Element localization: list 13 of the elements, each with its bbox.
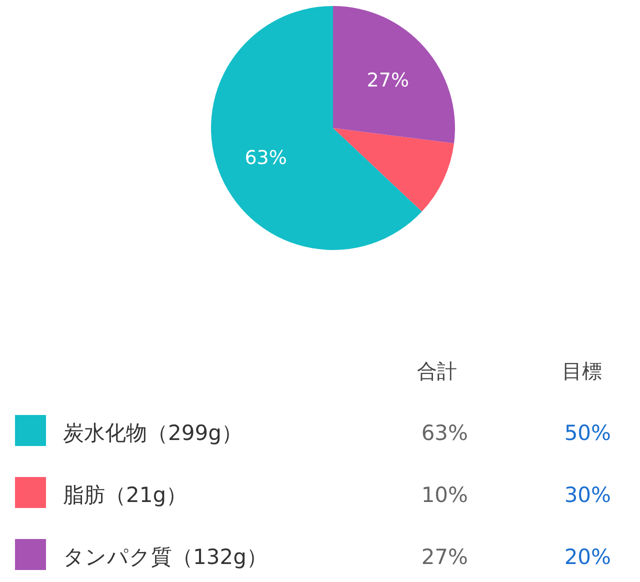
data-label: 63% <box>244 147 287 170</box>
legend-label: 炭水化物（299g） <box>63 421 242 445</box>
legend-label: タンパク質（132g） <box>63 545 268 569</box>
text: 50% <box>564 421 611 445</box>
text: 30% <box>564 483 611 507</box>
legend-label: 脂肪（21g） <box>63 483 188 507</box>
text: 27% <box>421 545 468 569</box>
text: 10% <box>421 483 468 507</box>
data-label: 27% <box>366 70 410 92</box>
text: 20% <box>564 545 611 569</box>
text: 63% <box>421 421 468 445</box>
text: 合計 <box>417 359 457 383</box>
text: 目標 <box>562 359 602 383</box>
